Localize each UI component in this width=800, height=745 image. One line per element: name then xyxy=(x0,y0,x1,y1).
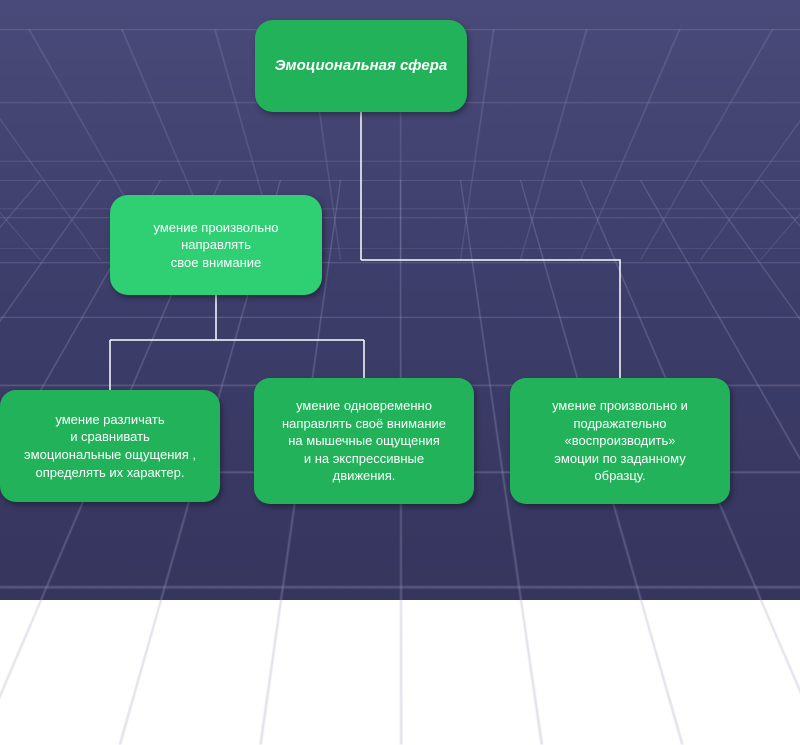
node-root-label: Эмоциональная сфера xyxy=(275,56,448,76)
node-mid-label: умение произвольно направлять свое внима… xyxy=(122,219,310,272)
node-leaf2-label: умение одновременно направлять своё вним… xyxy=(282,397,446,485)
node-leaf3: умение произвольно и подражательно «восп… xyxy=(510,378,730,504)
node-leaf3-label: умение произвольно и подражательно «восп… xyxy=(552,397,688,485)
node-leaf1-label: умение различать и сравнивать эмоциональ… xyxy=(24,411,196,481)
node-mid: умение произвольно направлять свое внима… xyxy=(110,195,322,295)
connector xyxy=(361,260,620,378)
node-root: Эмоциональная сфера xyxy=(255,20,467,112)
node-leaf1: умение различать и сравнивать эмоциональ… xyxy=(0,390,220,502)
node-leaf2: умение одновременно направлять своё вним… xyxy=(254,378,474,504)
